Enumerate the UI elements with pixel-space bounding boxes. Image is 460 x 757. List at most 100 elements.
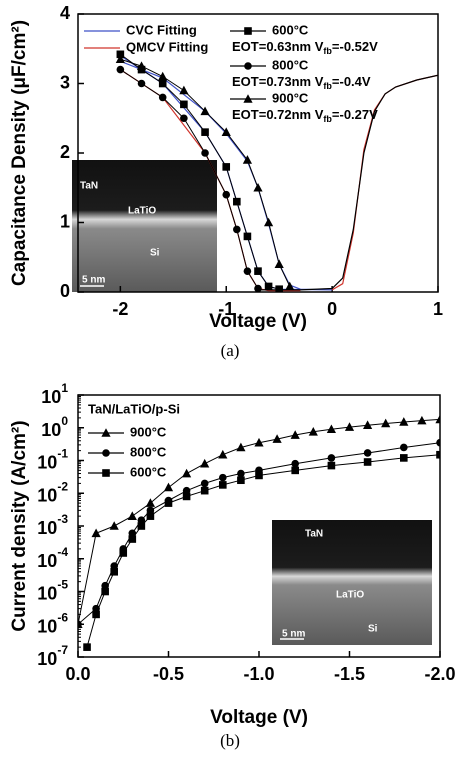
legend-label: 900°C (272, 90, 309, 105)
marker (233, 198, 241, 206)
marker (201, 128, 209, 136)
marker (400, 454, 408, 462)
y-tick-label: 10-5 (37, 578, 68, 604)
y-tick-base: 10 (41, 387, 61, 407)
y-tick-exponent: -3 (57, 512, 68, 526)
y-tick-label: 10-6 (37, 610, 68, 636)
y-tick-exponent: -5 (57, 578, 68, 592)
legend-label: QMCV Fitting (126, 39, 208, 54)
marker (138, 522, 146, 530)
marker (219, 481, 227, 489)
y-tick-label: 10-3 (37, 512, 68, 538)
marker (92, 611, 100, 619)
marker (364, 449, 372, 457)
annotation: EOT=0.63nm Vfb=-0.52V (232, 39, 378, 56)
legend-marker (244, 27, 252, 35)
x-tick-label: -1.0 (243, 664, 274, 684)
marker (201, 149, 209, 157)
marker (138, 80, 146, 88)
annotation-text: EOT=0.72nm V (232, 107, 324, 122)
marker (436, 451, 444, 459)
marker (233, 226, 241, 234)
legend-marker (102, 469, 110, 477)
marker (436, 439, 444, 447)
marker (128, 511, 137, 520)
marker (264, 218, 273, 227)
caption: (a) (221, 341, 240, 360)
marker (328, 462, 336, 470)
marker (201, 487, 209, 495)
annotation: EOT=0.73nm Vfb=-0.4V (232, 74, 371, 91)
marker (222, 163, 230, 171)
legend-title: TaN/LaTiO/p-Si (88, 401, 180, 416)
annotation-tail: =-0.4V (332, 74, 371, 89)
y-tick-base: 10 (37, 485, 57, 505)
marker (183, 493, 191, 501)
marker (119, 549, 127, 557)
y-tick-label: 2 (60, 142, 70, 162)
marker (265, 283, 273, 291)
marker (182, 469, 191, 478)
marker (180, 114, 188, 122)
marker (253, 183, 262, 192)
marker (164, 483, 173, 492)
y-tick-label: 4 (60, 3, 70, 23)
marker (101, 588, 109, 596)
marker (275, 285, 283, 293)
y-tick-label: 1 (60, 211, 70, 231)
marker (200, 459, 209, 468)
marker (110, 568, 118, 576)
marker (222, 191, 230, 199)
marker (237, 476, 245, 484)
y-tick-label: 100 (41, 414, 68, 440)
x-tick-label: -0.5 (153, 664, 184, 684)
x-tick-label: -2 (112, 299, 128, 319)
marker (244, 233, 252, 241)
inset-label: Si (150, 248, 160, 259)
marker (110, 521, 119, 530)
caption: (b) (220, 731, 240, 750)
y-tick-base: 10 (37, 583, 57, 603)
legend-label: 900°C (130, 424, 167, 439)
marker (254, 285, 262, 293)
y-tick-label: 3 (60, 72, 70, 92)
figure: TaNLaTiOSi5 nm-2-10101234Voltage (V)Capa… (0, 0, 460, 757)
annotation-tail: =-0.52V (332, 39, 378, 54)
y-tick-exponent: -1 (57, 447, 68, 461)
legend-marker (102, 449, 110, 457)
y-tick-exponent: 0 (61, 414, 68, 428)
y-tick-base: 10 (37, 452, 57, 472)
marker (254, 267, 262, 275)
x-axis-label: Voltage (V) (209, 311, 307, 332)
annotation: EOT=0.72nm Vfb=-0.27V (232, 107, 378, 124)
legend-label: 600°C (130, 464, 167, 479)
y-axis-label: Capacitance Density (μF/cm²) (9, 20, 30, 286)
inset-label: LaTiO (336, 590, 364, 601)
marker (74, 620, 82, 628)
marker (83, 643, 91, 651)
x-tick-label: -2.0 (424, 664, 455, 684)
inset-label: Si (368, 624, 378, 635)
x-tick-label: -1.5 (334, 664, 365, 684)
marker (159, 94, 167, 102)
marker (92, 528, 101, 537)
y-tick-exponent: -2 (57, 479, 68, 493)
marker (147, 512, 155, 520)
y-tick-label: 0 (60, 281, 70, 301)
marker (137, 61, 146, 70)
marker (255, 472, 263, 480)
legend-label: CVC Fitting (126, 22, 197, 37)
marker (275, 259, 284, 268)
legend-label: 800°C (272, 57, 309, 72)
marker (237, 470, 245, 478)
marker (400, 444, 408, 452)
marker (165, 499, 173, 507)
inset-label: 5 nm (82, 275, 105, 286)
y-tick-base: 10 (41, 420, 61, 440)
legend-marker (244, 62, 252, 70)
inset-label: TaN (305, 529, 323, 540)
marker (291, 460, 299, 468)
y-tick-base: 10 (37, 616, 57, 636)
marker (364, 458, 372, 466)
